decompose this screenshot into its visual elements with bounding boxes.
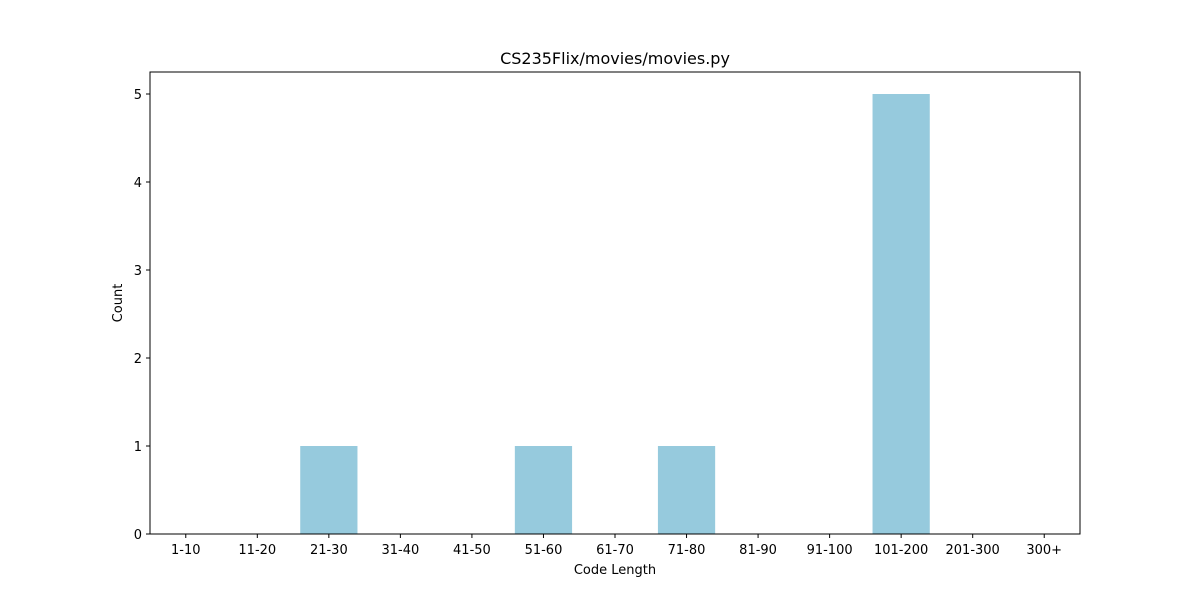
y-tick-label: 3 (134, 264, 142, 279)
x-tick-label: 11-20 (238, 543, 276, 558)
x-tick-label: 71-80 (668, 543, 706, 558)
x-tick-label: 41-50 (453, 543, 491, 558)
y-tick-label: 4 (134, 176, 142, 191)
y-axis-title: Count (111, 284, 126, 323)
x-tick-label: 21-30 (310, 543, 348, 558)
x-tick-label: 101-200 (874, 543, 928, 558)
x-axis-ticks: 1-10 11-20 21-30 31-40 41-50 51-60 61-70 71-80 8… (171, 534, 1062, 558)
y-tick-label: 2 (134, 352, 142, 367)
bar-101-200 (872, 94, 930, 534)
x-tick-label: 300+ (1026, 543, 1062, 558)
bar-71-80 (657, 446, 716, 534)
x-tick-label: 201-300 (946, 543, 1000, 558)
y-tick-label: 1 (134, 440, 142, 455)
x-tick-label: 31-40 (381, 543, 419, 558)
x-tick-label: 1-10 (171, 543, 201, 558)
x-tick-label: 51-60 (525, 543, 563, 558)
y-axis-ticks: 0 1 2 3 4 5 (134, 88, 150, 543)
x-tick-label: 61-70 (596, 543, 634, 558)
y-tick-label: 5 (134, 88, 142, 103)
bar-21-30 (300, 446, 358, 534)
x-tick-label: 91-100 (807, 543, 853, 558)
chart-title: CS235Flix/movies/movies.py (500, 49, 730, 68)
x-tick-label: 81-90 (739, 543, 777, 558)
x-axis-title: Code Length (574, 563, 656, 578)
bar-51-60 (514, 446, 573, 534)
y-tick-label: 0 (134, 528, 142, 543)
bars-layer (300, 94, 930, 534)
